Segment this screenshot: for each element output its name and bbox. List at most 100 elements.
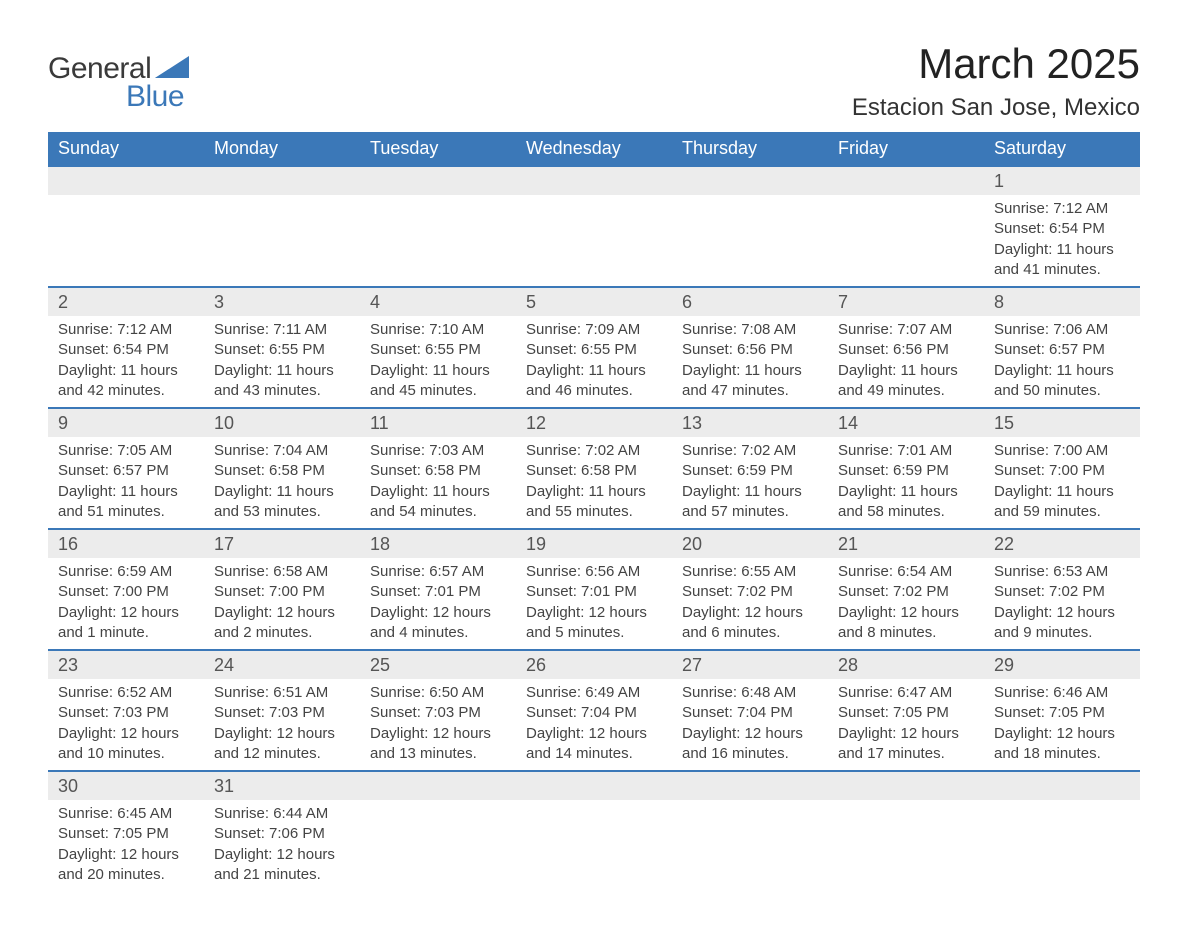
sunset-line: Sunset: 7:06 PM: [214, 824, 350, 844]
sunrise-line: Sunrise: 7:12 AM: [994, 199, 1130, 219]
logo-triangle-icon: [155, 56, 189, 78]
sunrise-line: Sunrise: 6:54 AM: [838, 562, 974, 582]
day-header: Thursday: [672, 132, 828, 166]
day-detail-cell: [672, 800, 828, 891]
day-detail-cell: Sunrise: 7:12 AMSunset: 6:54 PMDaylight:…: [48, 316, 204, 408]
sunrise-line: Sunrise: 6:46 AM: [994, 683, 1130, 703]
sunset-line: Sunset: 6:56 PM: [838, 340, 974, 360]
daylight-line: Daylight: 12 hours and 16 minutes.: [682, 724, 818, 765]
day-number-cell: 11: [360, 408, 516, 437]
day-detail-cell: Sunrise: 6:47 AMSunset: 7:05 PMDaylight:…: [828, 679, 984, 771]
daylight-line: Daylight: 12 hours and 2 minutes.: [214, 603, 350, 644]
daylight-line: Daylight: 11 hours and 58 minutes.: [838, 482, 974, 523]
sunset-line: Sunset: 6:58 PM: [370, 461, 506, 481]
day-number-cell: [672, 166, 828, 195]
sunrise-line: Sunrise: 7:08 AM: [682, 320, 818, 340]
day-detail-cell: Sunrise: 7:03 AMSunset: 6:58 PMDaylight:…: [360, 437, 516, 529]
day-number-cell: 8: [984, 287, 1140, 316]
sunset-line: Sunset: 7:03 PM: [58, 703, 194, 723]
daylight-line: Daylight: 11 hours and 53 minutes.: [214, 482, 350, 523]
sunrise-line: Sunrise: 7:02 AM: [682, 441, 818, 461]
day-detail-cell: Sunrise: 7:10 AMSunset: 6:55 PMDaylight:…: [360, 316, 516, 408]
sunset-line: Sunset: 7:02 PM: [994, 582, 1130, 602]
day-detail-cell: Sunrise: 7:12 AMSunset: 6:54 PMDaylight:…: [984, 195, 1140, 287]
daylight-line: Daylight: 12 hours and 5 minutes.: [526, 603, 662, 644]
sunset-line: Sunset: 6:59 PM: [682, 461, 818, 481]
sunrise-line: Sunrise: 7:03 AM: [370, 441, 506, 461]
day-number-cell: 19: [516, 529, 672, 558]
day-number-cell: 25: [360, 650, 516, 679]
sunset-line: Sunset: 6:55 PM: [214, 340, 350, 360]
day-detail-cell: [516, 800, 672, 891]
daylight-line: Daylight: 12 hours and 20 minutes.: [58, 845, 194, 886]
day-detail-cell: Sunrise: 6:54 AMSunset: 7:02 PMDaylight:…: [828, 558, 984, 650]
day-detail-cell: Sunrise: 6:46 AMSunset: 7:05 PMDaylight:…: [984, 679, 1140, 771]
day-number-cell: 20: [672, 529, 828, 558]
daylight-line: Daylight: 12 hours and 9 minutes.: [994, 603, 1130, 644]
sunset-line: Sunset: 7:04 PM: [526, 703, 662, 723]
daylight-line: Daylight: 12 hours and 10 minutes.: [58, 724, 194, 765]
day-number-cell: 28: [828, 650, 984, 679]
day-detail-cell: Sunrise: 7:09 AMSunset: 6:55 PMDaylight:…: [516, 316, 672, 408]
sunrise-line: Sunrise: 6:55 AM: [682, 562, 818, 582]
daylight-line: Daylight: 11 hours and 57 minutes.: [682, 482, 818, 523]
day-detail-cell: [672, 195, 828, 287]
day-number-cell: 26: [516, 650, 672, 679]
day-detail-cell: Sunrise: 7:08 AMSunset: 6:56 PMDaylight:…: [672, 316, 828, 408]
daylight-line: Daylight: 11 hours and 46 minutes.: [526, 361, 662, 402]
daylight-line: Daylight: 12 hours and 13 minutes.: [370, 724, 506, 765]
day-number-cell: [984, 771, 1140, 800]
daylight-line: Daylight: 11 hours and 45 minutes.: [370, 361, 506, 402]
day-detail-cell: Sunrise: 7:02 AMSunset: 6:59 PMDaylight:…: [672, 437, 828, 529]
day-number-cell: 9: [48, 408, 204, 437]
logo: General Blue: [48, 52, 189, 114]
sunrise-line: Sunrise: 7:02 AM: [526, 441, 662, 461]
sunrise-line: Sunrise: 7:05 AM: [58, 441, 194, 461]
daylight-line: Daylight: 11 hours and 55 minutes.: [526, 482, 662, 523]
day-number-cell: 14: [828, 408, 984, 437]
day-detail-cell: Sunrise: 7:05 AMSunset: 6:57 PMDaylight:…: [48, 437, 204, 529]
sunset-line: Sunset: 6:54 PM: [58, 340, 194, 360]
sunrise-line: Sunrise: 7:12 AM: [58, 320, 194, 340]
day-detail-cell: Sunrise: 7:06 AMSunset: 6:57 PMDaylight:…: [984, 316, 1140, 408]
day-detail-cell: Sunrise: 7:02 AMSunset: 6:58 PMDaylight:…: [516, 437, 672, 529]
day-detail-cell: Sunrise: 7:11 AMSunset: 6:55 PMDaylight:…: [204, 316, 360, 408]
daylight-line: Daylight: 11 hours and 41 minutes.: [994, 240, 1130, 281]
sunset-line: Sunset: 6:57 PM: [58, 461, 194, 481]
day-detail-cell: [204, 195, 360, 287]
day-detail-cell: Sunrise: 6:55 AMSunset: 7:02 PMDaylight:…: [672, 558, 828, 650]
day-detail-cell: [48, 195, 204, 287]
day-number-cell: [204, 166, 360, 195]
day-detail-cell: Sunrise: 6:53 AMSunset: 7:02 PMDaylight:…: [984, 558, 1140, 650]
day-number-cell: 16: [48, 529, 204, 558]
day-number-cell: 18: [360, 529, 516, 558]
sunset-line: Sunset: 7:05 PM: [58, 824, 194, 844]
daylight-line: Daylight: 12 hours and 8 minutes.: [838, 603, 974, 644]
sunset-line: Sunset: 7:01 PM: [526, 582, 662, 602]
daylight-line: Daylight: 12 hours and 12 minutes.: [214, 724, 350, 765]
day-detail-cell: [984, 800, 1140, 891]
day-header: Tuesday: [360, 132, 516, 166]
day-number-cell: 31: [204, 771, 360, 800]
daylight-line: Daylight: 12 hours and 18 minutes.: [994, 724, 1130, 765]
sunset-line: Sunset: 7:00 PM: [58, 582, 194, 602]
sunrise-line: Sunrise: 7:10 AM: [370, 320, 506, 340]
sunrise-line: Sunrise: 6:48 AM: [682, 683, 818, 703]
sunset-line: Sunset: 6:57 PM: [994, 340, 1130, 360]
sunset-line: Sunset: 7:02 PM: [838, 582, 974, 602]
daylight-line: Daylight: 11 hours and 42 minutes.: [58, 361, 194, 402]
day-header: Saturday: [984, 132, 1140, 166]
sunset-line: Sunset: 7:05 PM: [838, 703, 974, 723]
sunrise-line: Sunrise: 6:51 AM: [214, 683, 350, 703]
sunrise-line: Sunrise: 7:09 AM: [526, 320, 662, 340]
day-number-cell: [672, 771, 828, 800]
sunset-line: Sunset: 6:58 PM: [526, 461, 662, 481]
day-detail-cell: Sunrise: 6:50 AMSunset: 7:03 PMDaylight:…: [360, 679, 516, 771]
daylight-line: Daylight: 12 hours and 21 minutes.: [214, 845, 350, 886]
daylight-line: Daylight: 11 hours and 50 minutes.: [994, 361, 1130, 402]
sunrise-line: Sunrise: 7:07 AM: [838, 320, 974, 340]
sunrise-line: Sunrise: 6:52 AM: [58, 683, 194, 703]
day-header: Monday: [204, 132, 360, 166]
sunrise-line: Sunrise: 6:47 AM: [838, 683, 974, 703]
day-number-cell: [828, 771, 984, 800]
